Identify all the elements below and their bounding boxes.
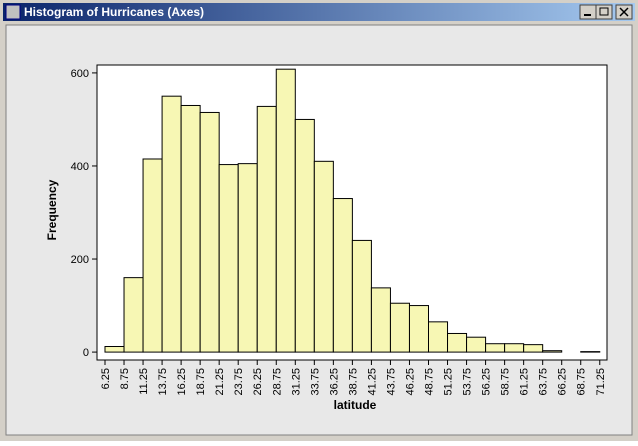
bar	[295, 119, 314, 352]
x-tick-label: 48.75	[424, 368, 436, 396]
bar	[371, 288, 390, 352]
maximize-button[interactable]	[596, 5, 612, 19]
x-tick-label: 58.75	[500, 368, 512, 396]
bar	[409, 306, 428, 353]
y-tick-label: 200	[71, 254, 89, 266]
x-tick-label: 8.75	[119, 368, 131, 389]
bar	[181, 105, 200, 352]
x-tick-label: 43.75	[385, 368, 397, 396]
x-tick-label: 61.25	[519, 368, 531, 396]
bar	[276, 69, 295, 352]
y-tick-label: 400	[71, 161, 89, 173]
bar	[238, 164, 257, 352]
x-tick-label: 38.75	[347, 368, 359, 396]
x-tick-label: 6.25	[100, 368, 112, 389]
x-tick-label: 13.75	[157, 368, 169, 396]
y-tick-label: 0	[83, 347, 89, 359]
x-tick-label: 68.75	[576, 368, 588, 396]
x-tick-label: 56.25	[481, 368, 493, 396]
minimize-button[interactable]	[580, 5, 596, 19]
bar	[486, 344, 505, 352]
bar	[143, 159, 162, 352]
x-tick-label: 33.75	[309, 368, 321, 396]
bar	[162, 96, 181, 352]
x-tick-label: 21.25	[214, 368, 226, 396]
x-tick-label: 66.25	[557, 368, 569, 396]
x-tick-label: 46.25	[404, 368, 416, 396]
x-tick-label: 53.75	[462, 368, 474, 396]
x-tick-label: 41.25	[366, 368, 378, 396]
x-tick-label: 18.75	[195, 368, 207, 396]
x-tick-label: 11.25	[138, 368, 150, 395]
x-axis-label: latitude	[334, 398, 377, 412]
x-tick-label: 36.25	[328, 368, 340, 396]
bar	[390, 303, 409, 352]
bar	[448, 333, 467, 352]
x-tick-label: 71.25	[595, 368, 607, 396]
x-tick-label: 23.75	[233, 368, 245, 396]
window-title: Histogram of Hurricanes (Axes)	[24, 5, 204, 19]
bar	[429, 322, 448, 352]
bar	[219, 165, 238, 353]
bar	[543, 351, 562, 352]
bar	[314, 161, 333, 352]
x-tick-label: 51.25	[443, 368, 455, 396]
bar	[505, 344, 524, 352]
x-tick-label: 26.25	[252, 368, 264, 396]
bar	[352, 240, 371, 352]
bar	[124, 278, 143, 352]
x-tick-label: 28.75	[271, 368, 283, 396]
bar	[524, 345, 543, 352]
window-icon	[6, 5, 20, 19]
x-tick-label: 16.25	[176, 368, 188, 396]
bar	[467, 337, 486, 352]
y-tick-label: 600	[71, 68, 89, 80]
x-tick-label: 31.25	[290, 368, 302, 396]
x-tick-label: 63.75	[538, 368, 550, 396]
bar	[257, 106, 276, 352]
bar	[333, 199, 352, 353]
bar	[105, 347, 124, 353]
y-axis-label: Frequency	[45, 179, 59, 240]
bar	[200, 112, 219, 352]
